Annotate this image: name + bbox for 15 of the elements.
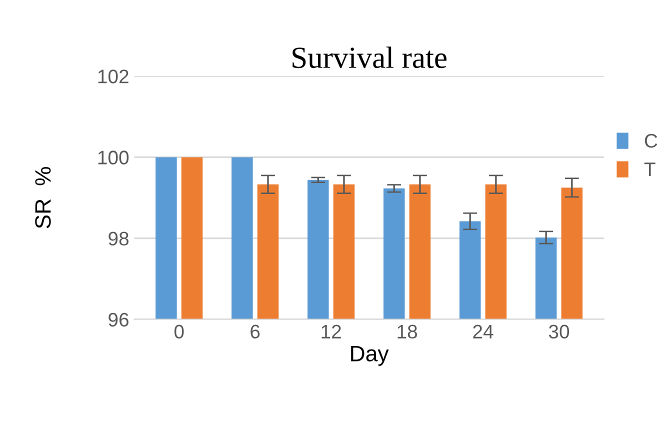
chart-title: Survival rate (292, 46, 446, 68)
x-tick-label: 24 (473, 324, 494, 338)
x-tick-label: 6 (250, 324, 260, 339)
y-tick-label: 96 (108, 312, 128, 327)
x-axis-title: Day (351, 346, 389, 366)
x-tick-label: 18 (398, 324, 418, 339)
y-tick-label: 102 (98, 70, 128, 84)
y-axis-title: SR % (35, 167, 51, 228)
x-tick-label: 12 (322, 324, 341, 338)
legend-label: C (644, 134, 658, 148)
y-tick-label: 100 (98, 150, 129, 164)
x-tick-label: 0 (174, 324, 184, 339)
legend-label: T (644, 162, 656, 176)
y-tick-label: 98 (108, 232, 128, 246)
x-tick-label: 30 (548, 324, 570, 339)
